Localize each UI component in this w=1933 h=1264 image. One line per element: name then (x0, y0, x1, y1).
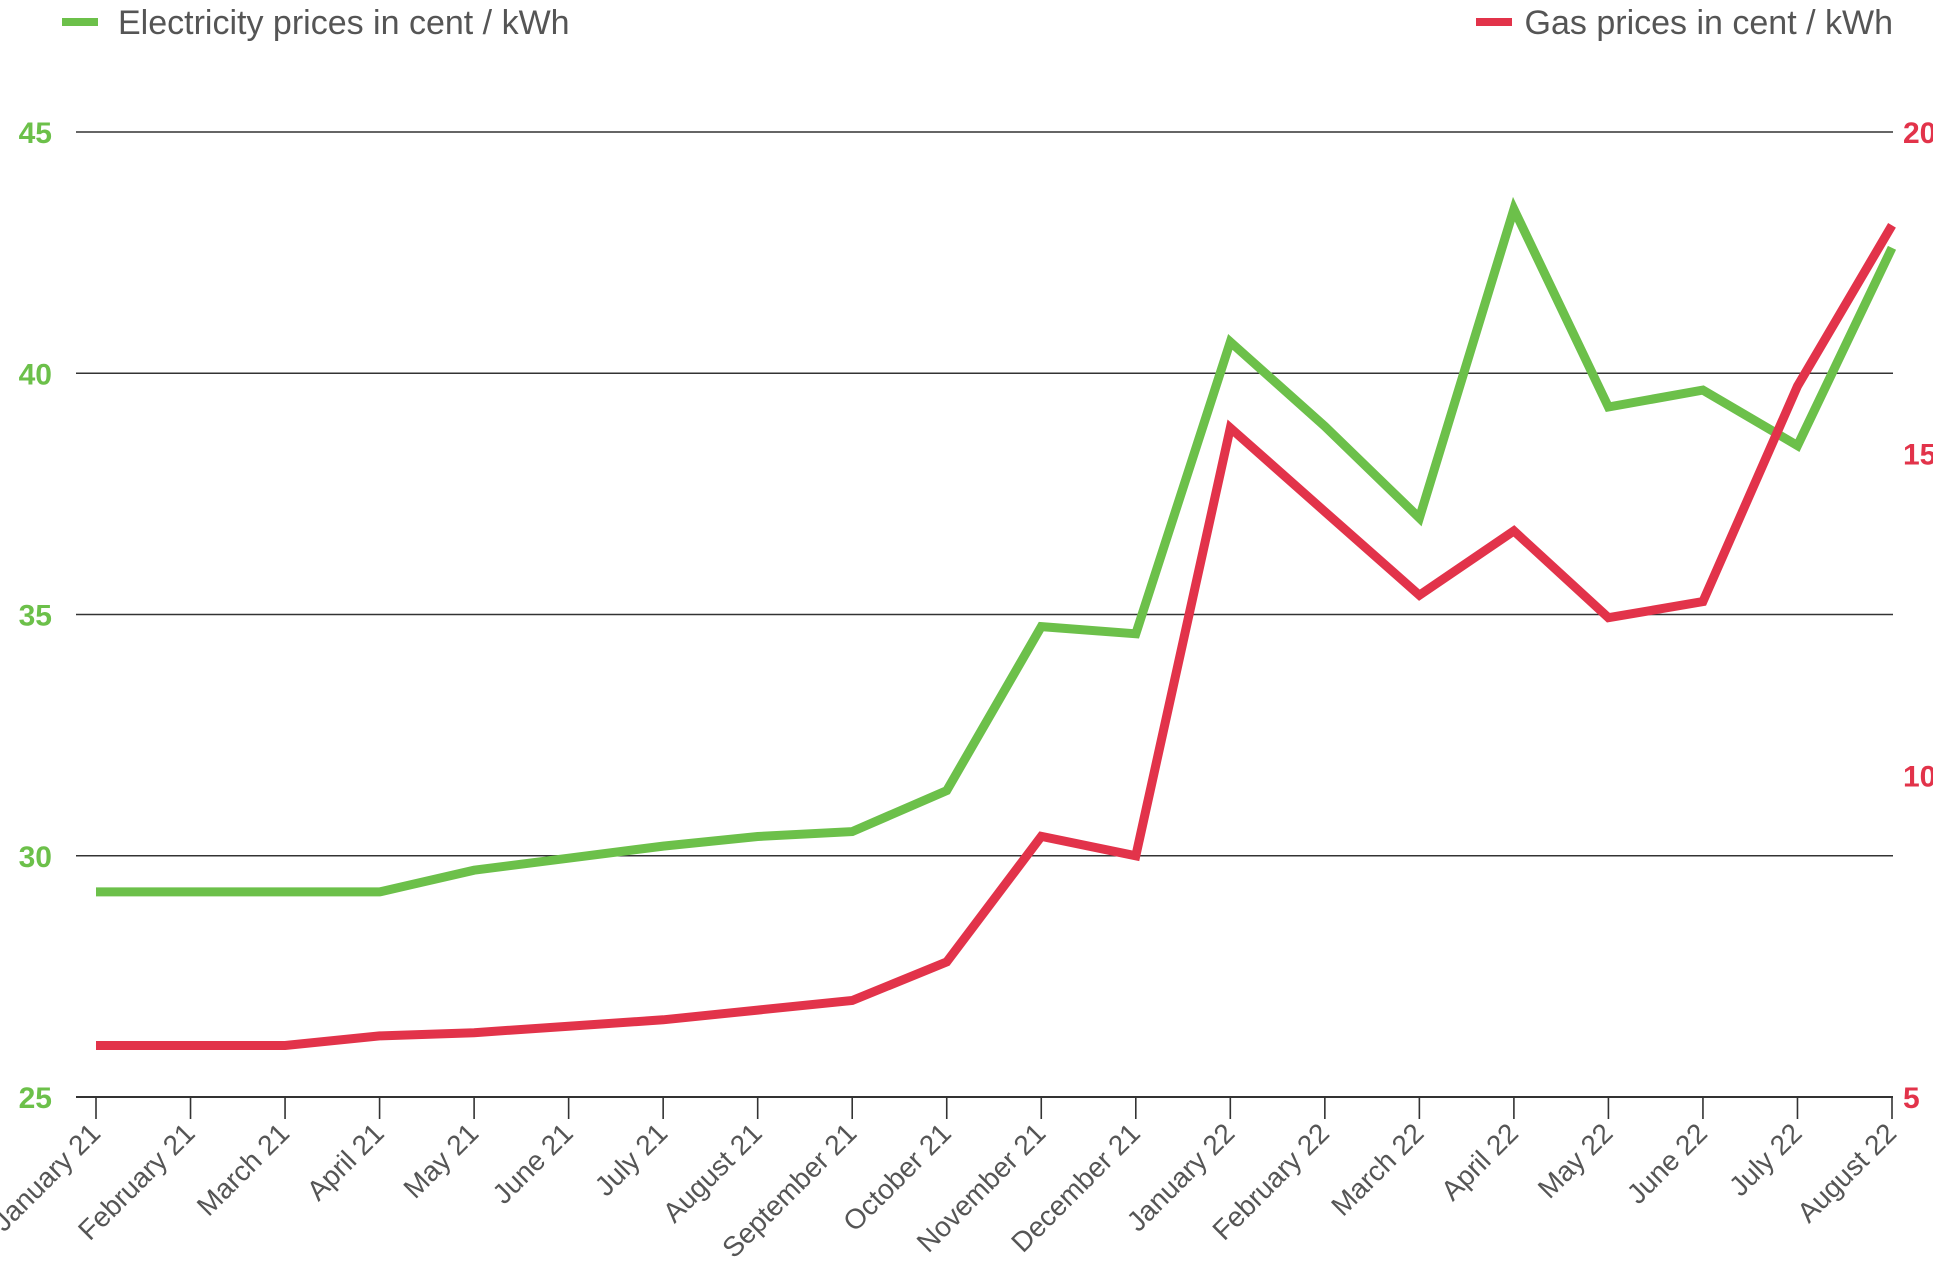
legend-swatch-gas (1476, 18, 1512, 26)
x-tick-label: August 22 (1791, 1117, 1902, 1228)
legend-swatch-electricity (62, 18, 98, 26)
y-right-tick-label: 20 (1903, 117, 1933, 150)
legend-label-gas: Gas prices in cent / kWh (1525, 4, 1893, 42)
series-line-electricity (96, 196, 1897, 897)
y-left-tick-label: 25 (19, 1082, 52, 1115)
y-left-tick-label: 45 (19, 117, 52, 150)
y-left-tick-label: 30 (19, 841, 52, 874)
y-axis-left: 25 30 35 40 45 (19, 117, 52, 1115)
series-line-gas (96, 223, 1896, 1050)
x-tick-label: June 22 (1621, 1117, 1713, 1209)
legend: Electricity prices in cent / kWh Gas pri… (62, 4, 1893, 42)
y-right-tick-label: 5 (1903, 1082, 1920, 1115)
legend-label-electricity: Electricity prices in cent / kWh (118, 4, 570, 42)
x-tick-label: May 22 (1532, 1117, 1619, 1204)
y-left-tick-label: 35 (19, 600, 52, 633)
x-tick-label: April 21 (301, 1117, 390, 1206)
x-tick-label: March 21 (191, 1117, 295, 1221)
x-tick-label: March 22 (1325, 1117, 1429, 1221)
x-tick-label: July 21 (589, 1117, 674, 1202)
x-tick-label: June 21 (486, 1117, 578, 1209)
series-layer (95, 196, 1897, 1050)
y-axis-right: 5 10 15 20 (1903, 117, 1933, 1115)
y-right-tick-label: 10 (1903, 760, 1933, 793)
x-tick-label: July 22 (1723, 1117, 1808, 1202)
x-tick-label: May 21 (397, 1117, 484, 1204)
y-right-tick-label: 15 (1903, 439, 1933, 472)
y-left-tick-label: 40 (19, 358, 52, 391)
x-tick-label: April 22 (1435, 1117, 1524, 1206)
